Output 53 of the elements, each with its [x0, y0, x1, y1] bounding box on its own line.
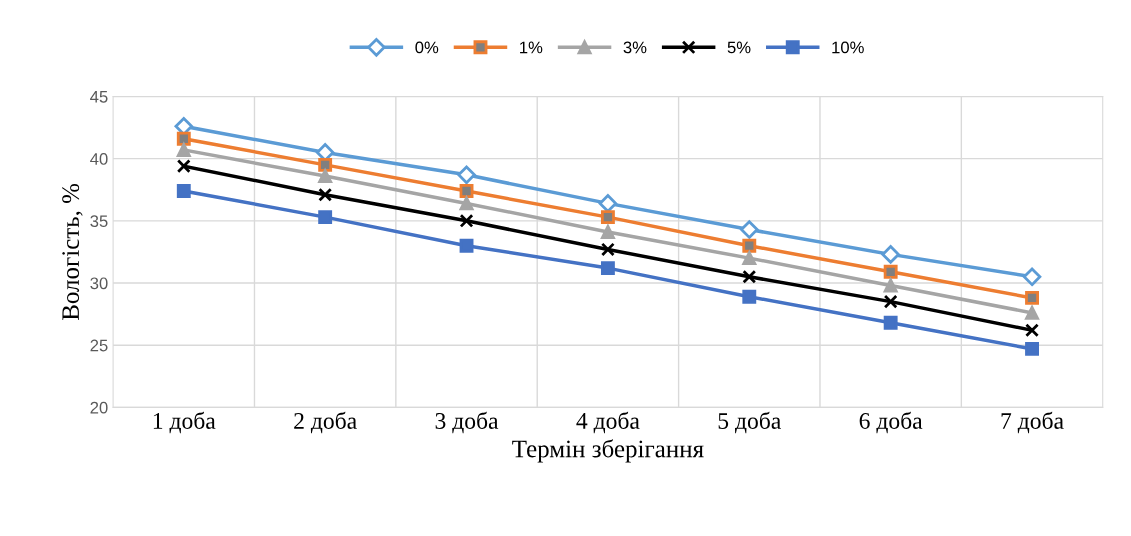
point — [881, 245, 900, 264]
point — [176, 143, 191, 157]
point — [740, 220, 759, 239]
point — [176, 159, 191, 174]
x-tick-label: 6 доба — [859, 411, 923, 434]
x-axis-title: Термін зберігання — [512, 439, 704, 463]
y-tick-label: 20 — [90, 401, 108, 414]
y-axis-title: Вологість, % — [62, 183, 83, 321]
y-tick-label: 35 — [90, 215, 108, 228]
point — [742, 251, 757, 266]
point — [457, 165, 476, 185]
point — [742, 269, 757, 284]
point — [742, 289, 757, 304]
point — [1022, 267, 1042, 287]
point — [1025, 323, 1039, 338]
point — [883, 294, 898, 309]
point — [459, 196, 474, 211]
legend-label: 5% — [727, 41, 751, 54]
legend-label: 3% — [623, 41, 647, 54]
legend-label: 0% — [415, 41, 439, 54]
point — [742, 238, 757, 253]
x-tick-label: 5 доба — [718, 411, 781, 434]
point — [1025, 305, 1039, 320]
x-tick-label: 3 доба — [435, 411, 499, 434]
x-tick-label: 4 доба — [576, 411, 640, 434]
point — [176, 184, 191, 198]
x-tick-label: 1 доба — [153, 411, 216, 434]
legend-label: 10% — [832, 41, 864, 54]
y-tick-label: 25 — [90, 339, 108, 352]
point — [318, 169, 333, 184]
point — [600, 242, 615, 257]
point — [883, 264, 898, 279]
point — [318, 157, 333, 172]
point — [1025, 290, 1039, 305]
x-tick-label: 2 доба — [294, 411, 357, 434]
x-tick-label: 7 доба — [1001, 411, 1064, 434]
point — [883, 278, 898, 293]
point — [176, 131, 191, 146]
point — [318, 187, 333, 202]
y-tick-label: 45 — [90, 91, 108, 103]
point — [1025, 341, 1039, 356]
point — [459, 213, 474, 228]
legend-label: 1% — [520, 41, 543, 54]
point — [883, 315, 898, 330]
point — [600, 225, 615, 239]
point — [318, 210, 333, 225]
point — [600, 210, 615, 225]
point — [459, 238, 474, 253]
y-tick-label: 40 — [90, 153, 108, 165]
y-tick-label: 30 — [90, 277, 108, 290]
point — [598, 194, 618, 213]
point — [600, 261, 615, 276]
point — [459, 184, 474, 198]
